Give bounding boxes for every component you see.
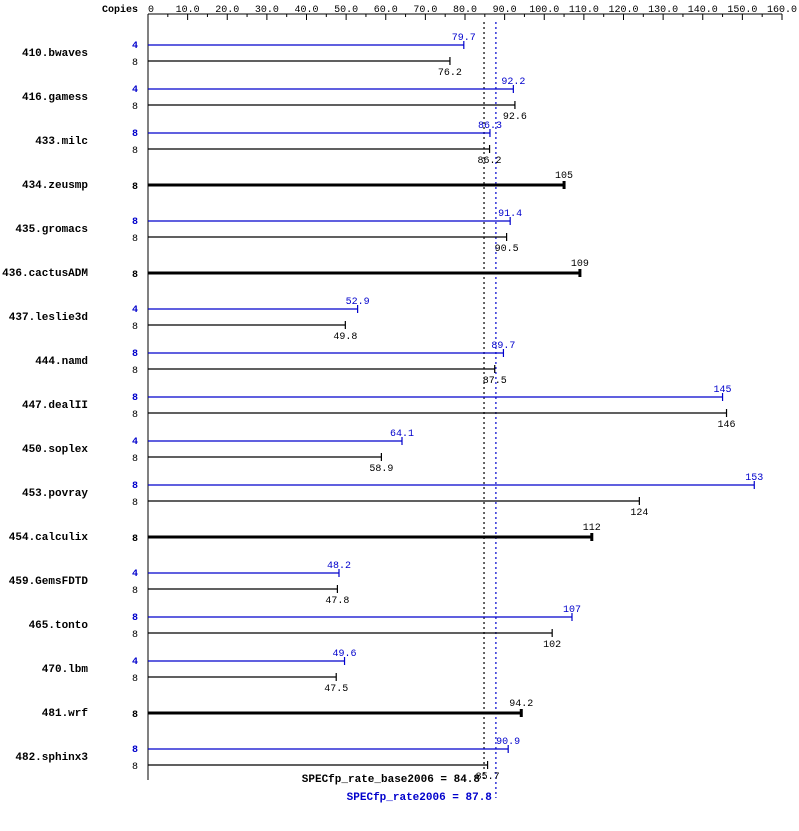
benchmark-name: 436.cactusADM: [2, 268, 88, 280]
axis-tick-label: 50.0: [334, 5, 358, 16]
benchmark-peak-value: 90.9: [496, 737, 520, 748]
benchmark-peak-value: 153: [745, 473, 763, 484]
axis-tick-label: 120.0: [608, 5, 638, 16]
benchmark-base-copies: 8: [132, 586, 138, 597]
benchmark-base-value: 49.8: [333, 332, 357, 343]
axis-tick-label: 0: [148, 5, 154, 16]
benchmark-name: 459.GemsFDTD: [9, 576, 89, 588]
benchmark-name: 433.milc: [35, 136, 88, 148]
benchmark-peak-value: 89.7: [491, 341, 515, 352]
benchmark-peak-copies: 4: [132, 41, 138, 52]
axis-tick-label: 150.0: [727, 5, 757, 16]
benchmark-peak-copies: 8: [132, 613, 138, 624]
benchmark-name: 444.namd: [35, 356, 88, 368]
benchmark-base-value: 58.9: [369, 464, 393, 475]
benchmark-base-value: 47.8: [325, 596, 349, 607]
axis-tick-label: 70.0: [413, 5, 437, 16]
benchmark-name: 450.soplex: [22, 444, 88, 456]
benchmark-base-copies: 8: [132, 454, 138, 465]
benchmark-name: 465.tonto: [29, 620, 89, 632]
benchmark-base-value: 87.5: [483, 376, 507, 387]
benchmark-base-copies: 8: [132, 710, 138, 721]
benchmark-name: 453.povray: [22, 488, 88, 500]
benchmark-name: 454.calculix: [9, 532, 89, 544]
benchmark-base-value: 76.2: [438, 68, 462, 79]
benchmark-base-copies: 8: [132, 498, 138, 509]
benchmark-base-value: 109: [571, 259, 589, 270]
benchmark-base-value: 105: [555, 171, 573, 182]
benchmark-peak-value: 52.9: [346, 297, 370, 308]
benchmark-base-copies: 8: [132, 674, 138, 685]
axis-tick-label: 90.0: [493, 5, 517, 16]
benchmark-name: 435.gromacs: [15, 224, 88, 236]
benchmark-peak-copies: 4: [132, 657, 138, 668]
benchmark-base-value: 86.2: [478, 156, 502, 167]
benchmark-peak-copies: 4: [132, 305, 138, 316]
benchmark-base-copies: 8: [132, 630, 138, 641]
benchmark-name: 481.wrf: [42, 708, 89, 720]
benchmark-base-value: 90.5: [495, 244, 519, 255]
benchmark-base-value: 92.6: [503, 112, 527, 123]
benchmark-base-copies: 8: [132, 410, 138, 421]
benchmark-name: 434.zeusmp: [22, 180, 88, 192]
benchmark-name: 410.bwaves: [22, 48, 88, 60]
benchmark-peak-value: 107: [563, 605, 581, 616]
axis-tick-label: 130.0: [648, 5, 678, 16]
benchmark-base-value: 146: [718, 420, 736, 431]
benchmark-peak-value: 64.1: [390, 429, 414, 440]
benchmark-base-copies: 8: [132, 182, 138, 193]
benchmark-peak-value: 49.6: [333, 649, 357, 660]
benchmark-name: 470.lbm: [42, 664, 89, 676]
benchmark-peak-value: 145: [714, 385, 732, 396]
benchmark-peak-copies: 8: [132, 349, 138, 360]
benchmark-base-copies: 8: [132, 270, 138, 281]
benchmark-name: 416.gamess: [22, 92, 88, 104]
benchmark-peak-value: 48.2: [327, 561, 351, 572]
benchmark-base-value: 102: [543, 640, 561, 651]
benchmark-peak-copies: 8: [132, 481, 138, 492]
axis-tick-label: 100.0: [529, 5, 559, 16]
axis-tick-label: 40.0: [294, 5, 318, 16]
benchmark-base-value: 47.5: [324, 684, 348, 695]
peak-reference-label: SPECfp_rate2006 = 87.8: [347, 792, 493, 804]
benchmark-peak-value: 92.2: [501, 77, 525, 88]
benchmark-base-value: 112: [583, 523, 601, 534]
benchmark-peak-copies: 8: [132, 217, 138, 228]
benchmark-peak-copies: 4: [132, 437, 138, 448]
spec-rate-chart: Copies 0 10.0 20.0 30.0 40.0 50.0 60.0 70.0 80.0 9…: [0, 0, 799, 831]
benchmark-base-copies: 8: [132, 234, 138, 245]
axis-tick-label: 10.0: [176, 5, 200, 16]
axis-tick-label: 140.0: [688, 5, 718, 16]
axis-tick-label: 160.0: [767, 5, 797, 16]
benchmark-peak-value: 91.4: [498, 209, 522, 220]
benchmark-name: 482.sphinx3: [15, 752, 88, 764]
benchmark-peak-copies: 4: [132, 569, 138, 580]
benchmark-name: 437.leslie3d: [9, 312, 88, 324]
axis-tick-label: 60.0: [374, 5, 398, 16]
axis-tick-label: 80.0: [453, 5, 477, 16]
benchmark-base-copies: 8: [132, 58, 138, 69]
benchmark-base-copies: 8: [132, 102, 138, 113]
benchmark-peak-value: 86.3: [478, 121, 502, 132]
benchmark-peak-value: 79.7: [452, 33, 476, 44]
base-reference-label: SPECfp_rate_base2006 = 84.8: [302, 774, 481, 786]
benchmark-base-value: 124: [630, 508, 648, 519]
benchmark-base-copies: 8: [132, 762, 138, 773]
axis-tick-label: 30.0: [255, 5, 279, 16]
benchmark-peak-copies: 4: [132, 85, 138, 96]
axis-title: Copies: [102, 4, 138, 16]
benchmark-name: 447.dealII: [22, 400, 88, 412]
benchmark-peak-copies: 8: [132, 129, 138, 140]
benchmark-base-copies: 8: [132, 366, 138, 377]
benchmark-base-copies: 8: [132, 534, 138, 545]
benchmark-base-copies: 8: [132, 146, 138, 157]
benchmark-base-value: 94.2: [509, 699, 533, 710]
benchmark-peak-copies: 8: [132, 393, 138, 404]
axis-tick-label: 110.0: [569, 5, 599, 16]
benchmark-peak-copies: 8: [132, 745, 138, 756]
benchmark-base-copies: 8: [132, 322, 138, 333]
axis-tick-label: 20.0: [215, 5, 239, 16]
